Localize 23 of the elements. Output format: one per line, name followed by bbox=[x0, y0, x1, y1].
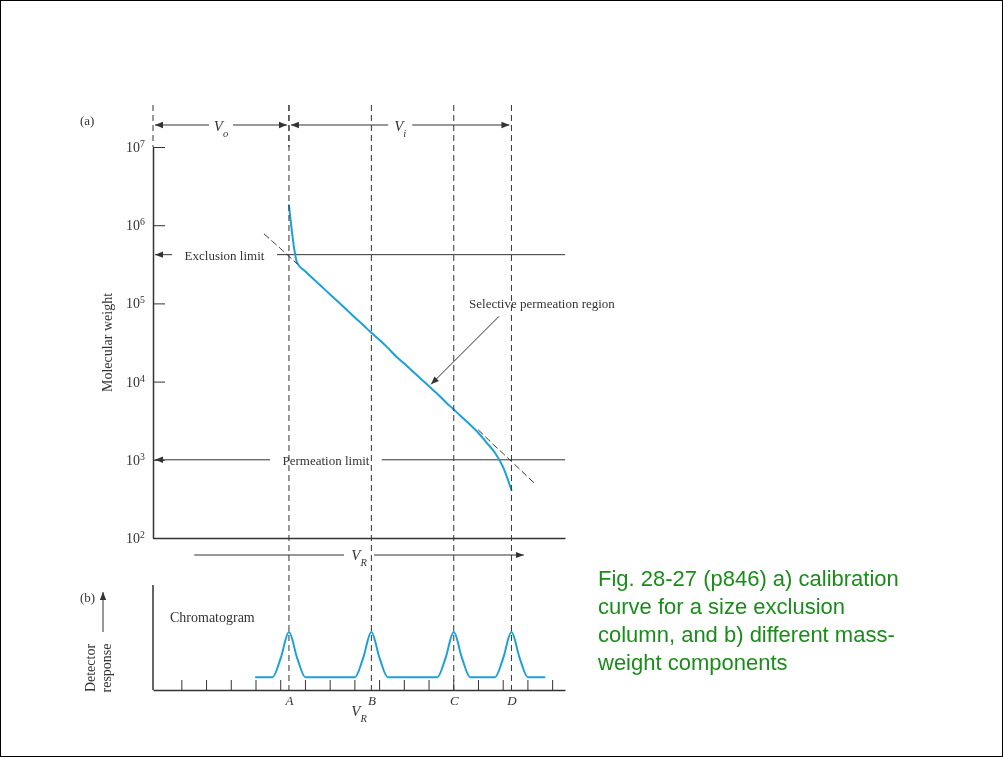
x-tick-label: D bbox=[506, 693, 518, 709]
x-tick-label: B bbox=[367, 693, 376, 709]
ref-line-label: Permeation limit bbox=[282, 452, 370, 468]
x-axis-title: V$_{R}$ bbox=[351, 547, 368, 568]
x-tick-label: A bbox=[284, 693, 294, 709]
x-axis-title: V$_{R}$ bbox=[351, 703, 368, 724]
text: (b) bbox=[80, 590, 96, 605]
y-tick-label: 10$^{3}$ bbox=[126, 450, 146, 468]
y-axis-title: Detector response bbox=[83, 643, 114, 693]
annotation: Selective permeation region bbox=[469, 296, 616, 312]
text: V$_{i}$ bbox=[394, 118, 407, 139]
x-tick-label: C bbox=[449, 693, 459, 709]
caption: Fig. 28-27 (p846) a) calibration curve for a size exclusion column, and b) different mass-weight components bbox=[597, 566, 899, 675]
text: V$_{o}$ bbox=[213, 118, 229, 139]
y-axis-title: Molecular weight bbox=[100, 292, 115, 393]
y-tick-label: 10$^{4}$ bbox=[126, 372, 146, 390]
y-tick-label: 10$^{7}$ bbox=[126, 137, 146, 155]
text: Chromatogram bbox=[170, 610, 255, 625]
y-tick-label: 10$^{2}$ bbox=[126, 528, 146, 546]
y-tick-label: 10$^{5}$ bbox=[126, 293, 146, 312]
ref-line-label: Exclusion limit bbox=[184, 247, 265, 263]
text: (a) bbox=[80, 113, 95, 128]
y-tick-label: 10$^{6}$ bbox=[126, 215, 146, 234]
